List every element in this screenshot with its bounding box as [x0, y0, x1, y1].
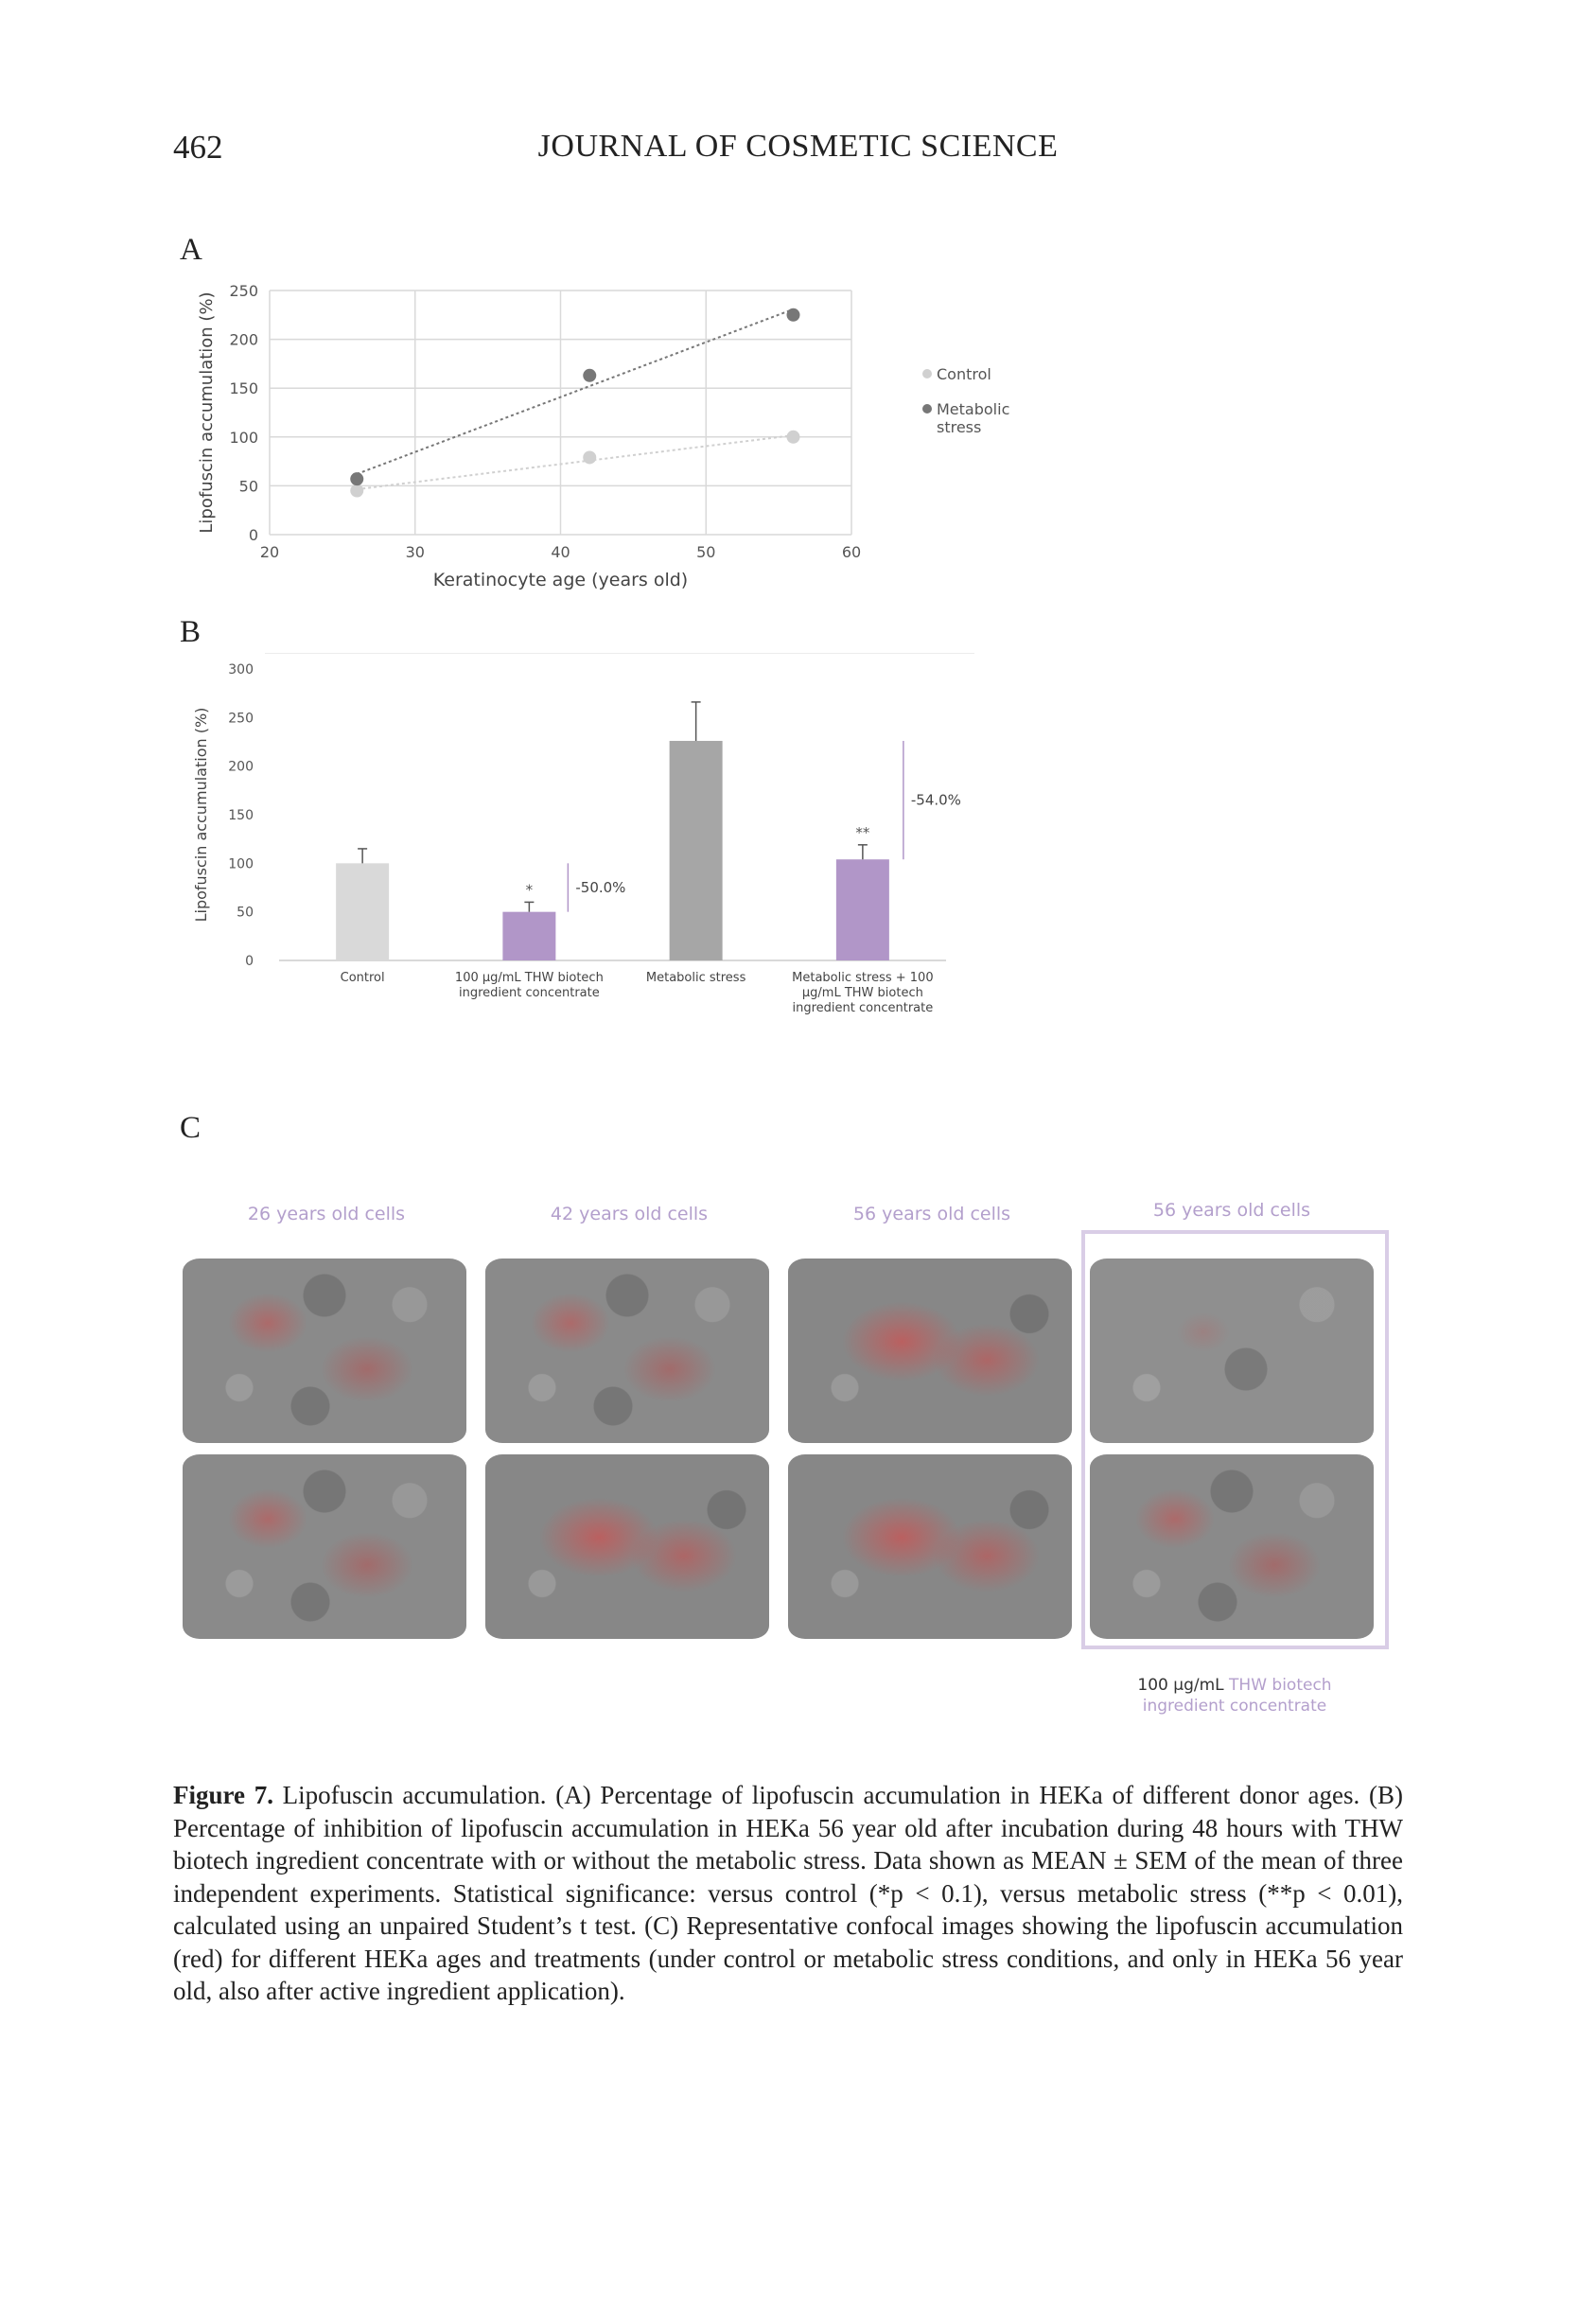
chart-a-trendline-1: [356, 308, 794, 475]
chart-a-x-axis-label: Keratinocyte age (years old): [433, 570, 688, 590]
chart-b-y-tick: 150: [228, 808, 254, 823]
chart-a-legend-stress-line2: stress: [937, 418, 981, 436]
chart-b-diff-label-0: -50.0%: [575, 879, 625, 896]
micrograph-56-treated-stress: [1090, 1454, 1374, 1639]
chart-b-y-tick: 50: [237, 906, 254, 921]
panel-c-label: C: [180, 1111, 202, 1145]
micrograph-56-control: [788, 1259, 1072, 1443]
micrograph-26-stress: [183, 1454, 466, 1639]
chart-b-bar-3: [835, 859, 889, 960]
micrograph-footer-accent: THW biotech: [1229, 1676, 1332, 1695]
page-number: 462: [173, 129, 223, 166]
chart-b-y-tick: 0: [245, 954, 254, 969]
chart-b-significance-1: *: [526, 881, 534, 898]
micrograph-title-26: 26 years old cells: [247, 1204, 406, 1224]
chart-a-x-tick: 40: [551, 543, 570, 561]
chart-b-category-label-1: ingredient concentrate: [459, 986, 600, 1000]
figure-caption-text: Lipofuscin accumulation. (A) Percentage …: [173, 1781, 1403, 2005]
chart-a-y-axis-label: Lipofuscin accumulation (%): [197, 291, 217, 533]
chart-a-legend-marker-control: [922, 369, 932, 378]
chart-b-category-label-3: Metabolic stress + 100: [792, 971, 933, 985]
chart-a-point-1: [583, 368, 597, 382]
micrograph-footer-line2: ingredient concentrate: [1142, 1697, 1327, 1716]
chart-a-x-tick: 30: [406, 543, 425, 561]
chart-b-bar-2: [669, 740, 723, 960]
chart-a-legend-stress-line1: Metabolic: [937, 400, 1009, 418]
figure-caption-label: Figure 7.: [173, 1781, 273, 1809]
chart-a-point-1: [786, 308, 800, 322]
chart-a-y-tick: 50: [239, 477, 258, 495]
micrograph-42-stress: [485, 1454, 769, 1639]
micrograph-title-56: 56 years old cells: [852, 1204, 1011, 1224]
chart-a-trendline-0: [357, 434, 794, 491]
micrograph-42-control: [485, 1259, 769, 1443]
chart-b-category-label-0: Control: [341, 971, 385, 985]
chart-b-bar-0: [336, 863, 390, 960]
chart-b-category-label-3: µg/mL THW biotech: [802, 986, 923, 1000]
chart-b-category-label-2: Metabolic stress: [646, 971, 746, 985]
chart-b-y-axis-label: Lipofuscin accumulation (%): [192, 708, 210, 923]
chart-a-x-tick: 20: [260, 543, 279, 561]
chart-a-y-tick: 250: [229, 282, 258, 300]
micrograph-title-42: 42 years old cells: [550, 1204, 709, 1224]
chart-b-significance-3: **: [855, 824, 870, 841]
chart-b-lipofuscin-bar: 0 50 100 150 200 250 300 Lipofuscin accumulatio…: [192, 653, 974, 1015]
chart-a-legend-control: Control: [937, 365, 991, 383]
chart-a-point-0: [583, 450, 597, 465]
micrograph-26-control: [183, 1259, 466, 1443]
chart-a-point-0: [786, 430, 800, 444]
chart-b-bar-1: [502, 911, 556, 960]
chart-a-legend-marker-stress: [922, 404, 932, 414]
treatment-highlight-box: [1081, 1230, 1389, 1649]
chart-b-y-tick: 200: [228, 760, 254, 775]
panel-b-label: B: [180, 615, 202, 649]
chart-a-point-0: [350, 484, 364, 498]
chart-b-category-label-1: 100 µg/mL THW biotech: [455, 971, 604, 985]
micrograph-footer: 100 µg/mL THW biotech ingredient concent…: [1088, 1675, 1381, 1716]
panel-a-label: A: [180, 233, 202, 267]
micrograph-footer-prefix: 100 µg/mL: [1137, 1676, 1230, 1695]
chart-b-category-label-3: ingredient concentrate: [793, 1001, 934, 1015]
chart-a-point-1: [350, 472, 364, 486]
chart-a-y-tick: 100: [229, 429, 258, 447]
chart-a-lipofuscin-vs-age: 0 50 100 150 200 250 20 30 40 50 60 Keratinocyte ag…: [197, 282, 1009, 590]
chart-a-x-tick: 50: [696, 543, 715, 561]
chart-a-y-tick: 200: [229, 331, 258, 349]
chart-b-y-tick: 100: [228, 856, 254, 871]
chart-a-y-tick: 0: [249, 526, 258, 544]
chart-b-y-tick: 250: [228, 711, 254, 726]
journal-title: JOURNAL OF COSMETIC SCIENCE: [537, 129, 1059, 164]
micrograph-56-treated-control: [1090, 1259, 1374, 1443]
chart-a-y-tick: 150: [229, 379, 258, 397]
chart-b-diff-label-1: -54.0%: [911, 792, 961, 809]
micrograph-56-stress: [788, 1454, 1072, 1639]
micrograph-title-56-treated: 56 years old cells: [1152, 1200, 1311, 1221]
figure-caption: Figure 7. Lipofuscin accumulation. (A) P…: [173, 1779, 1403, 2008]
chart-b-y-tick: 300: [228, 662, 254, 678]
chart-a-x-tick: 60: [842, 543, 861, 561]
